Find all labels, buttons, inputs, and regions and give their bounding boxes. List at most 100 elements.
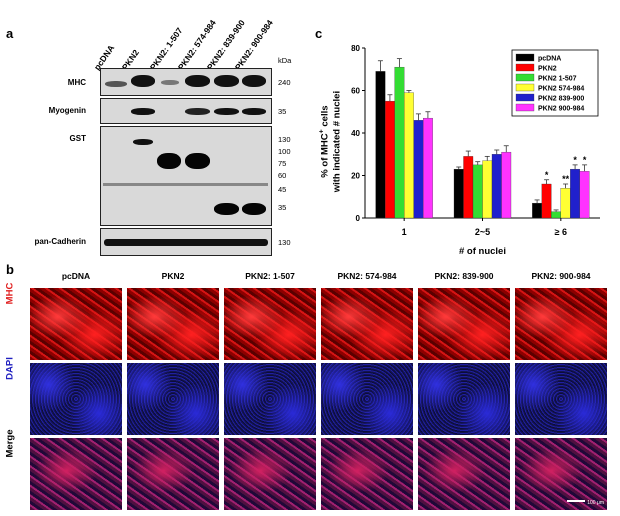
y-tick-label: 60 bbox=[351, 87, 360, 96]
micrograph-dapi-1-507 bbox=[224, 363, 316, 435]
bar bbox=[551, 211, 561, 219]
bar bbox=[491, 154, 502, 219]
mic-column-label: PKN2: 574-984 bbox=[337, 271, 397, 281]
blot-label-mhc: MHC bbox=[67, 78, 86, 87]
micrograph-mhc-pkn2 bbox=[127, 288, 219, 360]
mic-column-label: pcDNA bbox=[61, 271, 91, 281]
micrograph-mhc-1-507 bbox=[224, 288, 316, 360]
micrograph-mhc-839-900 bbox=[418, 288, 510, 360]
y-tick-label: 20 bbox=[351, 172, 360, 181]
micrograph-dapi-839-900 bbox=[418, 363, 510, 435]
band bbox=[214, 203, 239, 215]
bar bbox=[453, 168, 464, 219]
micrograph-mhc-900-984 bbox=[515, 288, 607, 360]
kda-marker: 130 bbox=[278, 135, 291, 144]
micrograph-mhc-pcdna bbox=[30, 288, 122, 360]
significance-mark: * bbox=[573, 155, 577, 165]
micrograph-merge-574-984 bbox=[321, 438, 413, 510]
bar bbox=[541, 183, 552, 219]
band bbox=[185, 108, 210, 115]
legend-swatch bbox=[515, 53, 535, 62]
mic-column-label: PKN2 bbox=[161, 271, 185, 281]
bar bbox=[532, 202, 542, 219]
legend-swatch bbox=[515, 103, 535, 112]
significance-mark: * bbox=[583, 155, 587, 165]
kda-marker: 45 bbox=[278, 185, 287, 194]
kda-marker: 100 bbox=[278, 147, 291, 156]
bar bbox=[394, 66, 405, 219]
legend-label: PKN2 839-900 bbox=[538, 96, 584, 103]
mic-column-label: PKN2: 1-507 bbox=[245, 271, 295, 281]
micrograph-dapi-574-984 bbox=[321, 363, 413, 435]
panel-c-letter: c bbox=[315, 26, 323, 41]
panel-b-letter: b bbox=[6, 262, 14, 277]
band bbox=[214, 108, 239, 115]
significance-mark: * bbox=[545, 170, 549, 180]
y-tick-label: 80 bbox=[351, 44, 360, 53]
bar bbox=[472, 164, 483, 219]
bar bbox=[579, 171, 590, 219]
mic-row-label-merge: Merge bbox=[4, 429, 16, 458]
band bbox=[185, 153, 210, 169]
band bbox=[185, 75, 210, 87]
legend-swatch bbox=[515, 93, 535, 102]
mic-row-label-dapi: DAPI bbox=[4, 357, 16, 380]
micrograph-merge-pcdna bbox=[30, 438, 122, 510]
mic-row-label-mhc: MHC bbox=[4, 282, 16, 305]
band bbox=[157, 153, 181, 169]
bar bbox=[423, 117, 433, 219]
bar bbox=[482, 160, 493, 219]
micrograph-merge-839-900 bbox=[418, 438, 510, 510]
band bbox=[105, 81, 127, 87]
x-tick-label: ≥ 6 bbox=[555, 227, 567, 237]
legend-swatch bbox=[515, 73, 535, 82]
legend-label: PKN2 bbox=[538, 66, 557, 73]
kda-marker: 35 bbox=[278, 107, 287, 116]
bar bbox=[570, 168, 580, 219]
legend-label: PKN2 900-984 bbox=[538, 106, 584, 113]
blot-gst bbox=[100, 126, 272, 226]
blot-label-pan-cadherin: pan-Cadherin bbox=[34, 237, 86, 246]
mic-column-label: PKN2: 900-984 bbox=[531, 271, 591, 281]
x-tick-label: 2~5 bbox=[475, 227, 490, 237]
bar bbox=[375, 71, 386, 219]
band bbox=[131, 75, 155, 87]
x-tick-label: 1 bbox=[402, 227, 407, 237]
micrograph-dapi-pkn2 bbox=[127, 363, 219, 435]
bar bbox=[404, 92, 414, 219]
micrograph-merge-900-984: 100 μm bbox=[515, 438, 607, 510]
legend-label: PKN2 574-984 bbox=[538, 86, 584, 93]
kda-marker: 130 bbox=[278, 238, 291, 247]
kda-title: kDa bbox=[278, 56, 292, 65]
band bbox=[161, 80, 179, 85]
bar bbox=[385, 100, 395, 219]
band bbox=[242, 203, 266, 215]
y-axis-label: % of MHC+ cells with indicated # nuclei bbox=[318, 55, 342, 225]
y-tick-label: 40 bbox=[351, 129, 360, 138]
kda-marker: 60 bbox=[278, 171, 287, 180]
band bbox=[104, 239, 268, 246]
legend-swatch bbox=[515, 63, 535, 72]
significance-mark: ** bbox=[562, 174, 570, 184]
blot-pan-cadherin bbox=[100, 228, 272, 256]
micrograph-merge-pkn2 bbox=[127, 438, 219, 510]
kda-marker: 75 bbox=[278, 159, 287, 168]
micrograph-merge-1-507 bbox=[224, 438, 316, 510]
bar bbox=[560, 188, 571, 219]
blot-label-gst: GST bbox=[69, 134, 86, 143]
mic-column-label: PKN2: 839-900 bbox=[434, 271, 494, 281]
legend-label: PKN2 1-507 bbox=[538, 76, 577, 83]
legend-swatch bbox=[515, 83, 535, 92]
kda-marker: 35 bbox=[278, 203, 287, 212]
bar bbox=[413, 120, 424, 219]
micrograph-dapi-pcdna bbox=[30, 363, 122, 435]
band bbox=[242, 108, 266, 115]
scale-bar-label: 100 μm bbox=[587, 500, 604, 506]
panel-a-letter: a bbox=[6, 26, 14, 41]
bar bbox=[463, 156, 474, 219]
kda-marker: 240 bbox=[278, 78, 291, 87]
y-tick-label: 0 bbox=[356, 214, 361, 223]
bar bbox=[501, 151, 512, 219]
legend-label: pcDNA bbox=[538, 56, 561, 63]
